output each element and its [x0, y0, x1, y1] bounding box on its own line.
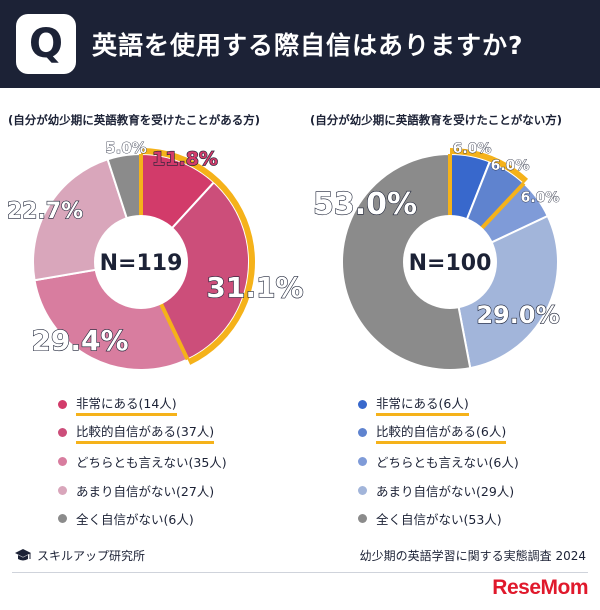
right-legend: 非常にある(6人) 比較的自信がある(6人) どちらとも言えない(6人) あまり… [358, 390, 600, 533]
slice-value-label: 29.4% [31, 324, 128, 357]
graduation-cap-icon [15, 548, 31, 560]
legend-dot [358, 514, 367, 524]
legend-dot [58, 456, 67, 466]
legend-dot [358, 456, 367, 466]
header-banner: Q 英語を使用する際自信はありますか? [0, 0, 600, 88]
legend-dot [58, 514, 67, 524]
pie-center-hole [403, 215, 497, 309]
slice-value-label: 53.0% [313, 187, 417, 222]
legend-dot [58, 485, 67, 495]
question-title: 英語を使用する際自信はありますか? [92, 31, 524, 60]
slice-value-label: 11.8% [152, 148, 218, 170]
legend-label: 比較的自信がある(37人) [76, 421, 215, 445]
center-label: N=119 [100, 251, 183, 276]
center-label: N=100 [409, 251, 492, 276]
legend-item: どちらとも言えない(35人) [58, 447, 318, 476]
slice-value-label: 31.1% [206, 271, 303, 304]
right-panel-title: (自分が幼少期に英語教育を受けたことがない方) [310, 113, 563, 127]
q-badge: Q [16, 14, 76, 74]
legend-item: 比較的自信がある(37人) [58, 419, 318, 448]
legend-label: 非常にある(6人) [376, 393, 469, 416]
left-legend: 非常にある(14人) 比較的自信がある(37人) どちらとも言えない(35人) … [58, 390, 318, 533]
legend-item: どちらとも言えない(6人) [358, 447, 600, 476]
legend-item: 非常にある(6人) [358, 390, 600, 419]
legend-label: 非常にある(14人) [76, 393, 177, 416]
legend-label: あまり自信がない(29人) [376, 483, 515, 499]
pie-center-hole [94, 215, 188, 309]
legend-item: あまり自信がない(29人) [358, 476, 600, 505]
legend-dot [358, 399, 367, 409]
legend-dot [358, 485, 367, 495]
legend-label: 全く自信がない(53人) [376, 512, 502, 528]
legend-item: 比較的自信がある(6人) [358, 419, 600, 448]
legend-item: 全く自信がない(53人) [358, 504, 600, 533]
highlight-arc [449, 148, 529, 184]
legend-dot [58, 399, 67, 409]
left-panel-title: (自分が幼少期に英語教育を受けたことがある方) [8, 113, 261, 127]
highlight-arc [140, 148, 255, 365]
slice-value-label: 29.0% [476, 301, 559, 329]
legend-item: 非常にある(14人) [58, 390, 318, 419]
legend-label: 全く自信がない(6人) [76, 512, 194, 528]
legend-label: どちらとも言えない(35人) [76, 454, 227, 470]
legend-item: 全く自信がない(6人) [58, 504, 318, 533]
slice-value-label: 6.0% [453, 141, 492, 157]
footer-divider [12, 572, 588, 573]
footer-brand: スキルアップ研究所 [14, 547, 145, 564]
legend-item: あまり自信がない(27人) [58, 476, 318, 505]
slice-value-label: 6.0% [521, 190, 560, 206]
legend-dot [58, 428, 67, 438]
slice-value-label: 22.7% [7, 199, 83, 224]
legend-label: どちらとも言えない(6人) [376, 454, 519, 470]
slice-value-label: 6.0% [491, 158, 530, 174]
legend-dot [358, 428, 367, 438]
legend-label: 比較的自信がある(6人) [376, 421, 507, 445]
slice-value-label: 5.0% [105, 139, 147, 157]
left-pie-chart: N=119 11.8% 31.1% 29.4% 22.7% 5.0% [6, 139, 304, 371]
legend-label: あまり自信がない(27人) [76, 483, 215, 499]
resemom-logo: ReseMom [492, 576, 588, 599]
survey-name: 幼少期の英語学習に関する実態調査 2024 [359, 549, 586, 563]
brand-name: スキルアップ研究所 [37, 549, 146, 563]
